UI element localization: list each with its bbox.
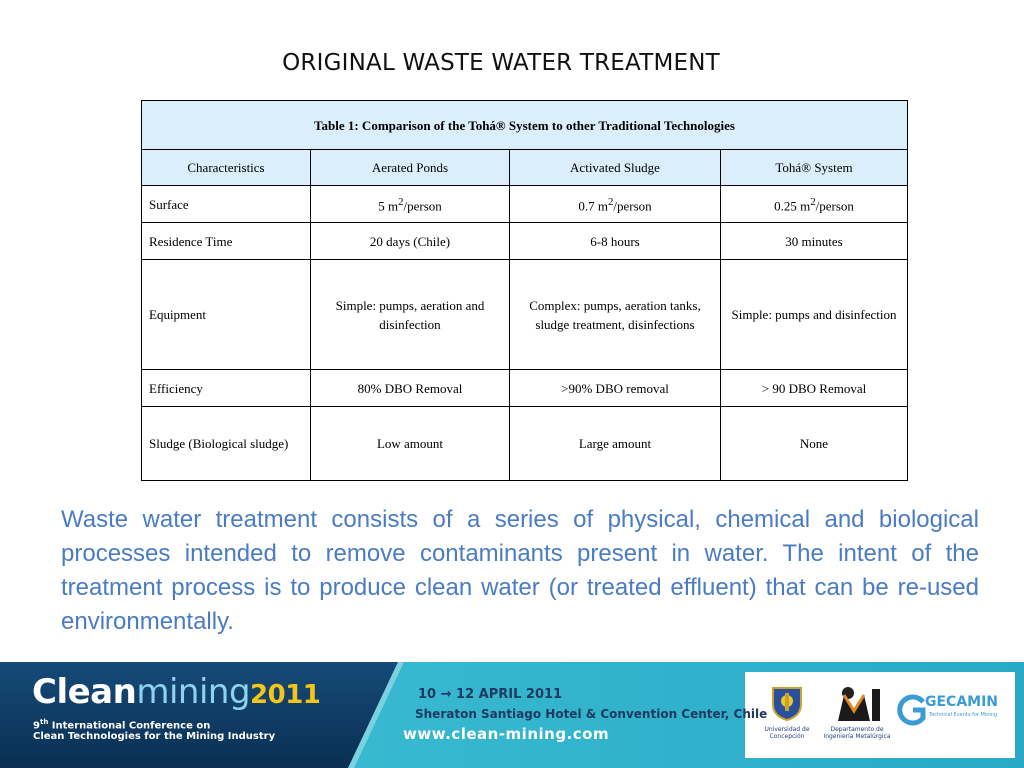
event-venue: Sheraton Santiago Hotel & Convention Cen… [415, 707, 768, 721]
table-header-row: Characteristics Aerated Ponds Activated … [141, 149, 908, 186]
dimet-label: Departamento de Ingeniería Metalúrgica [823, 726, 891, 740]
table-cell: >90% DBO removal [509, 369, 721, 407]
conference-line-1: 9th International Conference on [33, 718, 211, 732]
row-label-sludge: Sludge (Biological sludge) [141, 406, 311, 481]
body-paragraph: Waste water treatment consists of a seri… [61, 506, 979, 635]
conference-line-2: Clean Technologies for the Mining Indust… [33, 731, 276, 742]
row-label-surface: Surface [141, 185, 311, 223]
cleanmining-logo: Cleanmining2011 [32, 672, 321, 712]
table-cell: Simple: pumps and disinfection [720, 259, 908, 370]
column-header-aerated-ponds: Aerated Ponds [310, 149, 510, 186]
table-cell: 0.7 m2/person [509, 185, 721, 223]
website-link[interactable]: www.clean-mining.com [403, 725, 610, 743]
row-label-residence-time: Residence Time [141, 222, 311, 260]
table-caption: Table 1: Comparison of the Tohá® System … [141, 100, 908, 150]
table-cell: 80% DBO Removal [310, 369, 510, 407]
table-cell: Simple: pumps, aeration and disinfection [310, 259, 510, 370]
udec-crest-icon [772, 687, 802, 722]
dimet-logo-icon [838, 687, 880, 721]
event-dates: 10 → 12 APRIL 2011 [418, 687, 563, 702]
table-cell: None [720, 406, 908, 481]
table-row: Equipment Simple: pumps, aeration and di… [141, 259, 908, 370]
table-row: Residence Time 20 days (Chile) 6-8 hours… [141, 222, 908, 260]
udec-label: Universidad de Concepción [764, 726, 810, 740]
table-cell: Low amount [310, 406, 510, 481]
row-label-equipment: Equipment [141, 259, 311, 370]
table-cell: 5 m2/person [310, 185, 510, 223]
row-label-efficiency: Efficiency [141, 369, 311, 407]
table-caption-row: Table 1: Comparison of the Tohá® System … [141, 100, 908, 150]
column-header-activated-sludge: Activated Sludge [509, 149, 721, 186]
gecamin-name: GECAMIN [925, 694, 999, 710]
gecamin-g-icon [897, 694, 926, 726]
column-header-characteristics: Characteristics [141, 149, 311, 186]
comparison-table: Table 1: Comparison of the Tohá® System … [141, 100, 908, 481]
table-row: Sludge (Biological sludge) Low amount La… [141, 406, 908, 481]
table-cell: Large amount [509, 406, 721, 481]
table-cell: 20 days (Chile) [310, 222, 510, 260]
table-row: Efficiency 80% DBO Removal >90% DBO remo… [141, 369, 908, 407]
gecamin-tagline: Technical Events for Mining [929, 712, 998, 718]
table-cell: 0.25 m2/person [720, 185, 908, 223]
slide-title: ORIGINAL WASTE WATER TREATMENT [282, 50, 720, 76]
table-cell: 30 minutes [720, 222, 908, 260]
table-cell: 6-8 hours [509, 222, 721, 260]
table-cell: > 90 DBO Removal [720, 369, 908, 407]
table-row: Surface 5 m2/person 0.7 m2/person 0.25 m… [141, 185, 908, 223]
column-header-toha-system: Tohá® System [720, 149, 908, 186]
table-cell: Complex: pumps, aeration tanks, sludge t… [509, 259, 721, 370]
